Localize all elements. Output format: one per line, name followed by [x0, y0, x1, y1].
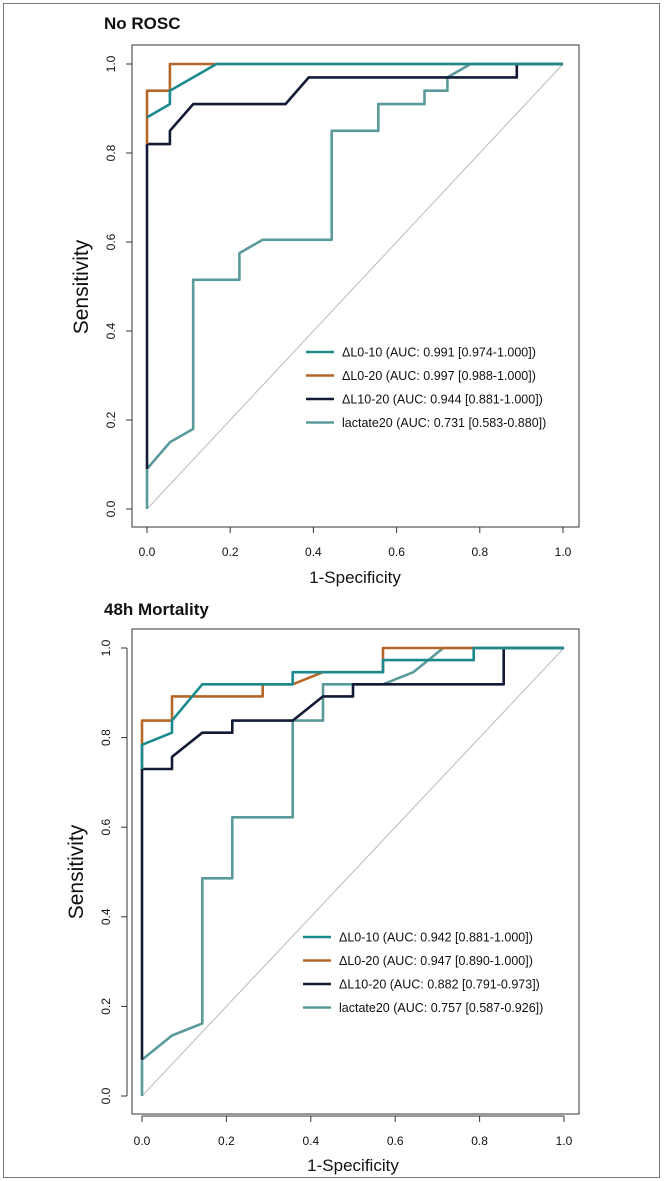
figure-frame	[3, 3, 660, 1178]
panel-title-48h-mortality: 48h Mortality	[104, 600, 209, 619]
panel-title-no-rosc: No ROSC	[104, 14, 181, 33]
